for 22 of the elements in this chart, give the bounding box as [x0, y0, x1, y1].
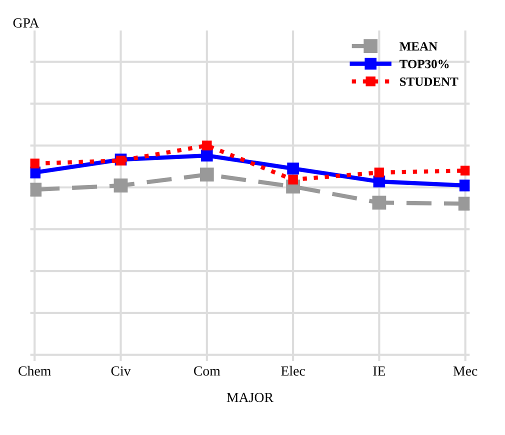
- point: [459, 180, 470, 192]
- x-tick-label: Mec: [453, 366, 478, 376]
- point: [288, 174, 298, 184]
- point: [200, 168, 214, 182]
- x-axis-title: MAJOR: [226, 392, 274, 402]
- text: GPA: [13, 18, 40, 28]
- x-tick-label: Com: [194, 366, 220, 376]
- point: [287, 162, 299, 174]
- legend-label: MEAN: [400, 42, 438, 50]
- x-tick-label: Chem: [18, 366, 51, 376]
- point: [30, 158, 40, 168]
- x-tick-label: Elec: [281, 366, 305, 376]
- x-tick-label: IE: [373, 366, 386, 376]
- legend-label: STUDENT: [400, 77, 458, 86]
- point: [460, 166, 470, 176]
- legend-label: TOP30%: [400, 60, 449, 68]
- point: [374, 168, 384, 178]
- point: [114, 178, 128, 192]
- point: [372, 196, 386, 210]
- point: [202, 140, 212, 150]
- x-tick-label: Civ: [111, 366, 131, 376]
- point: [201, 150, 213, 162]
